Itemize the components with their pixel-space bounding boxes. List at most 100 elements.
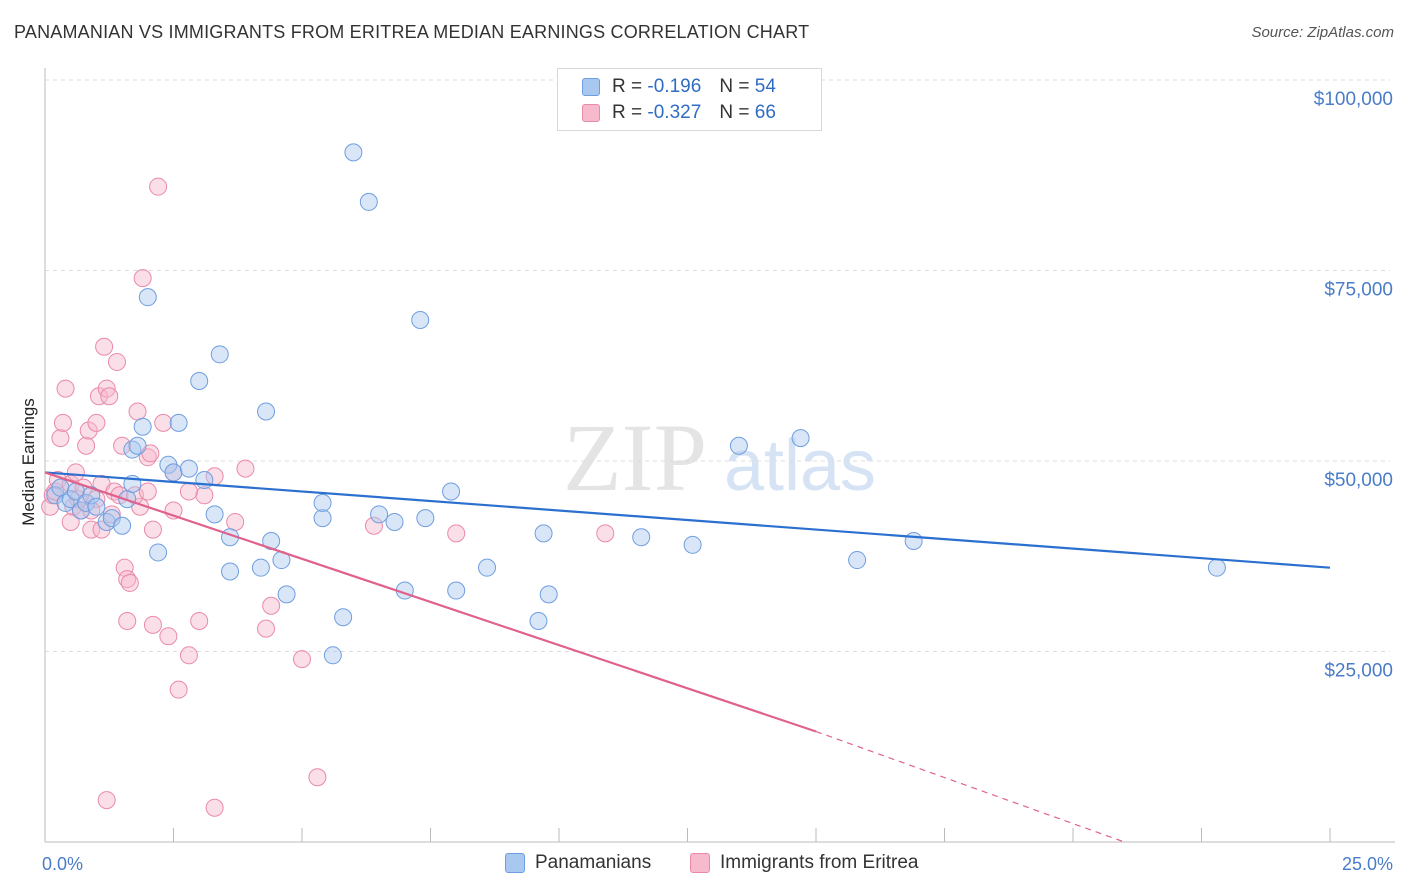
eritrea-point bbox=[133, 269, 152, 288]
panamanian-point bbox=[87, 497, 106, 516]
panamanian-point bbox=[478, 558, 497, 577]
bottom-legend-label-1: Panamanians bbox=[535, 852, 652, 873]
panamanian-point bbox=[729, 436, 748, 455]
eritrea-point bbox=[205, 798, 224, 817]
panamanian-point bbox=[534, 524, 553, 543]
eritrea-point bbox=[179, 482, 198, 501]
eritrea-point bbox=[89, 387, 108, 406]
legend-r-value-2: -0.327 bbox=[647, 102, 702, 123]
panamanian-point bbox=[257, 402, 276, 421]
panamanian-point bbox=[277, 585, 296, 604]
panamanian-point bbox=[442, 482, 461, 501]
eritrea-trend-extension bbox=[815, 730, 1125, 843]
eritrea-point bbox=[159, 627, 178, 646]
panamanian-point bbox=[848, 551, 867, 570]
trend-lines bbox=[44, 471, 1331, 843]
correlation-legend: R = -0.196 N = 54 R = -0.327 N = 66 bbox=[557, 68, 822, 131]
legend-row-panamanians: R = -0.196 N = 54 bbox=[582, 74, 776, 100]
legend-swatch-blue bbox=[582, 78, 600, 96]
panamanian-point bbox=[251, 558, 270, 577]
panamanian-point bbox=[683, 535, 702, 554]
eritrea-point bbox=[66, 463, 85, 482]
legend-n-label: N = bbox=[719, 76, 750, 97]
eritrea-point bbox=[257, 619, 276, 638]
panamanian-point bbox=[210, 345, 229, 364]
y-tick-label: $50,000 bbox=[1324, 470, 1393, 491]
panamanian-point bbox=[102, 509, 121, 528]
y-tick-label: $75,000 bbox=[1324, 280, 1393, 301]
eritrea-point bbox=[97, 791, 116, 810]
y-axis-label: Median Earnings bbox=[19, 398, 38, 526]
eritrea-point bbox=[149, 177, 168, 196]
panamanian-point bbox=[128, 436, 147, 455]
panamanian-point bbox=[205, 505, 224, 524]
eritrea-trend-line bbox=[44, 471, 817, 733]
legend-n-value-2: 66 bbox=[754, 102, 776, 123]
eritrea-point bbox=[53, 413, 72, 432]
eritrea-point bbox=[169, 680, 188, 699]
eritrea-point bbox=[226, 512, 245, 531]
eritrea-point bbox=[56, 379, 75, 398]
bottom-legend-eritrea: Immigrants from Eritrea bbox=[690, 852, 918, 874]
eritrea-point bbox=[262, 596, 281, 615]
panamanian-point bbox=[179, 459, 198, 478]
eritrea-point bbox=[138, 482, 157, 501]
panamanian-point bbox=[221, 562, 240, 581]
eritrea-point bbox=[154, 413, 173, 432]
x-tick-label: 0.0% bbox=[42, 854, 83, 874]
panamanian-point bbox=[447, 581, 466, 600]
legend-r-value-1: -0.196 bbox=[647, 76, 702, 97]
panamanian-point bbox=[113, 516, 132, 535]
panamanian-point bbox=[791, 429, 810, 448]
eritrea-point bbox=[113, 436, 132, 455]
panamanian-point bbox=[344, 143, 363, 162]
panamanian-point bbox=[82, 486, 101, 505]
panamanian-point bbox=[385, 512, 404, 531]
eritrea-point bbox=[308, 768, 327, 787]
source-label: Source: ZipAtlas.com bbox=[1251, 24, 1394, 41]
panamanian-point bbox=[1207, 558, 1226, 577]
panamanian-point bbox=[164, 463, 183, 482]
legend-swatch-pink bbox=[582, 104, 600, 122]
series-panamanians-points bbox=[46, 143, 1226, 665]
bottom-legend-swatch-blue bbox=[505, 853, 525, 873]
eritrea-point bbox=[95, 337, 114, 356]
eritrea-point bbox=[79, 421, 98, 440]
eritrea-point bbox=[120, 573, 139, 592]
eritrea-point bbox=[195, 486, 214, 505]
y-tick-labels: $100,000 $75,000 $50,000 $25,000 bbox=[1314, 89, 1393, 682]
eritrea-point bbox=[128, 402, 147, 421]
panamanian-point bbox=[313, 493, 332, 512]
eritrea-point bbox=[82, 520, 101, 539]
panamanian-point bbox=[323, 646, 342, 665]
legend-r-label: R = bbox=[612, 102, 643, 123]
bottom-legend-swatch-pink bbox=[690, 853, 710, 873]
panamanian-point bbox=[370, 505, 389, 524]
x-tick-label: 25.0% bbox=[1342, 854, 1393, 874]
panamanian-point bbox=[169, 413, 188, 432]
watermark: ZIP atlas bbox=[563, 404, 876, 511]
eritrea-point bbox=[447, 524, 466, 543]
panamanian-point bbox=[313, 509, 332, 528]
legend-n-label: N = bbox=[719, 102, 750, 123]
panamanian-point bbox=[334, 608, 353, 627]
panamanian-point bbox=[416, 509, 435, 528]
panamanian-point bbox=[133, 417, 152, 436]
eritrea-point bbox=[190, 612, 209, 631]
eritrea-point bbox=[118, 612, 137, 631]
eritrea-point bbox=[179, 646, 198, 665]
grid-lines bbox=[45, 79, 1390, 652]
bottom-legend-panamanians: Panamanians bbox=[505, 852, 651, 874]
eritrea-point bbox=[143, 520, 162, 539]
y-tick-label: $25,000 bbox=[1324, 661, 1393, 682]
eritrea-point bbox=[596, 524, 615, 543]
eritrea-point bbox=[364, 516, 383, 535]
legend-row-eritrea: R = -0.327 N = 66 bbox=[582, 100, 776, 126]
eritrea-point bbox=[61, 512, 80, 531]
eritrea-point bbox=[293, 650, 311, 669]
panamanian-point bbox=[539, 585, 558, 604]
eritrea-point bbox=[236, 459, 255, 478]
panamanian-point bbox=[904, 532, 923, 551]
x-tick-labels: 0.0% 25.0% bbox=[42, 854, 1393, 874]
